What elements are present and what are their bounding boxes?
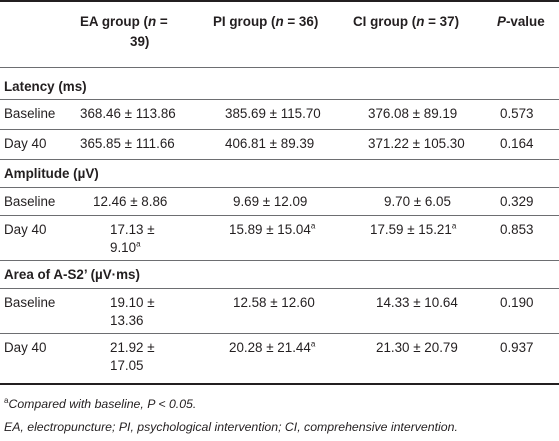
footnote-marker: a (451, 221, 457, 231)
table-top-rule (0, 0, 559, 2)
row-rule (0, 159, 559, 160)
cell-ea-cont: 13.36 (110, 313, 144, 328)
cell-p: 0.164 (500, 136, 534, 151)
footnote-abbreviations: EA, electropuncture; PI, psychological i… (4, 420, 458, 434)
row-label: Day 40 (4, 136, 47, 151)
footnote-marker: a (310, 339, 316, 349)
cell-p: 0.190 (500, 295, 534, 310)
cell-p: 0.573 (500, 106, 534, 121)
cell-p: 0.937 (500, 340, 534, 355)
cell-ea: 365.85 ± 111.66 (80, 136, 175, 151)
row-rule (0, 99, 559, 100)
cell-p: 0.853 (500, 222, 534, 237)
header-p-value: P-value (497, 14, 545, 29)
cell-ci: 9.70 ± 6.05 (384, 194, 451, 209)
footnote-marker: a (310, 221, 316, 231)
cell-pi: 406.81 ± 89.39 (225, 136, 315, 151)
header-rule (0, 67, 559, 68)
cell-ea: 17.13 ± (110, 222, 155, 237)
cell-pi: 12.58 ± 12.60 (233, 295, 315, 310)
footnote-marker: a (136, 239, 141, 249)
cell-pi: 9.69 ± 12.09 (233, 194, 308, 209)
header-ci-group: CI group (n = 37) (353, 14, 460, 29)
section-latency: Latency (ms) (4, 79, 87, 94)
header-ea-group-count: 39) (130, 34, 150, 49)
cell-ci: 376.08 ± 89.19 (368, 106, 458, 121)
cell-ci: 371.22 ± 105.30 (368, 136, 465, 151)
row-label: Baseline (4, 194, 56, 209)
row-label: Baseline (4, 106, 56, 121)
header-ea-group: EA group (n = (80, 14, 168, 29)
table-bottom-rule (0, 383, 559, 385)
row-rule (0, 215, 559, 216)
cell-ea-cont: 9.10a (110, 239, 141, 255)
section-area: Area of A-S2’ (µV·ms) (4, 267, 140, 282)
cell-ea: 12.46 ± 8.86 (93, 194, 168, 209)
cell-pi: 15.89 ± 15.04a (229, 221, 316, 237)
row-label: Day 40 (4, 222, 47, 237)
cell-ea-cont: 17.05 (110, 358, 144, 373)
cell-ci: 14.33 ± 10.64 (376, 295, 458, 310)
cell-p: 0.329 (500, 194, 534, 209)
header-pi-group: PI group (n = 36) (213, 14, 319, 29)
footnote-a: aCompared with baseline, P < 0.05. (4, 395, 197, 411)
cell-pi: 20.28 ± 21.44a (229, 339, 316, 355)
row-rule (0, 129, 559, 130)
row-rule (0, 187, 559, 188)
cell-pi: 385.69 ± 115.70 (225, 106, 321, 121)
row-label: Day 40 (4, 340, 47, 355)
row-rule (0, 288, 559, 289)
cell-ea: 21.92 ± (110, 340, 155, 355)
cell-ea: 19.10 ± (110, 295, 155, 310)
row-rule (0, 260, 559, 261)
cell-ci: 21.30 ± 20.79 (376, 340, 458, 355)
section-amplitude: Amplitude (µV) (4, 166, 99, 181)
cell-ci: 17.59 ± 15.21a (370, 221, 457, 237)
cell-ea: 368.46 ± 113.86 (80, 106, 176, 121)
row-rule (0, 333, 559, 334)
row-label: Baseline (4, 295, 56, 310)
